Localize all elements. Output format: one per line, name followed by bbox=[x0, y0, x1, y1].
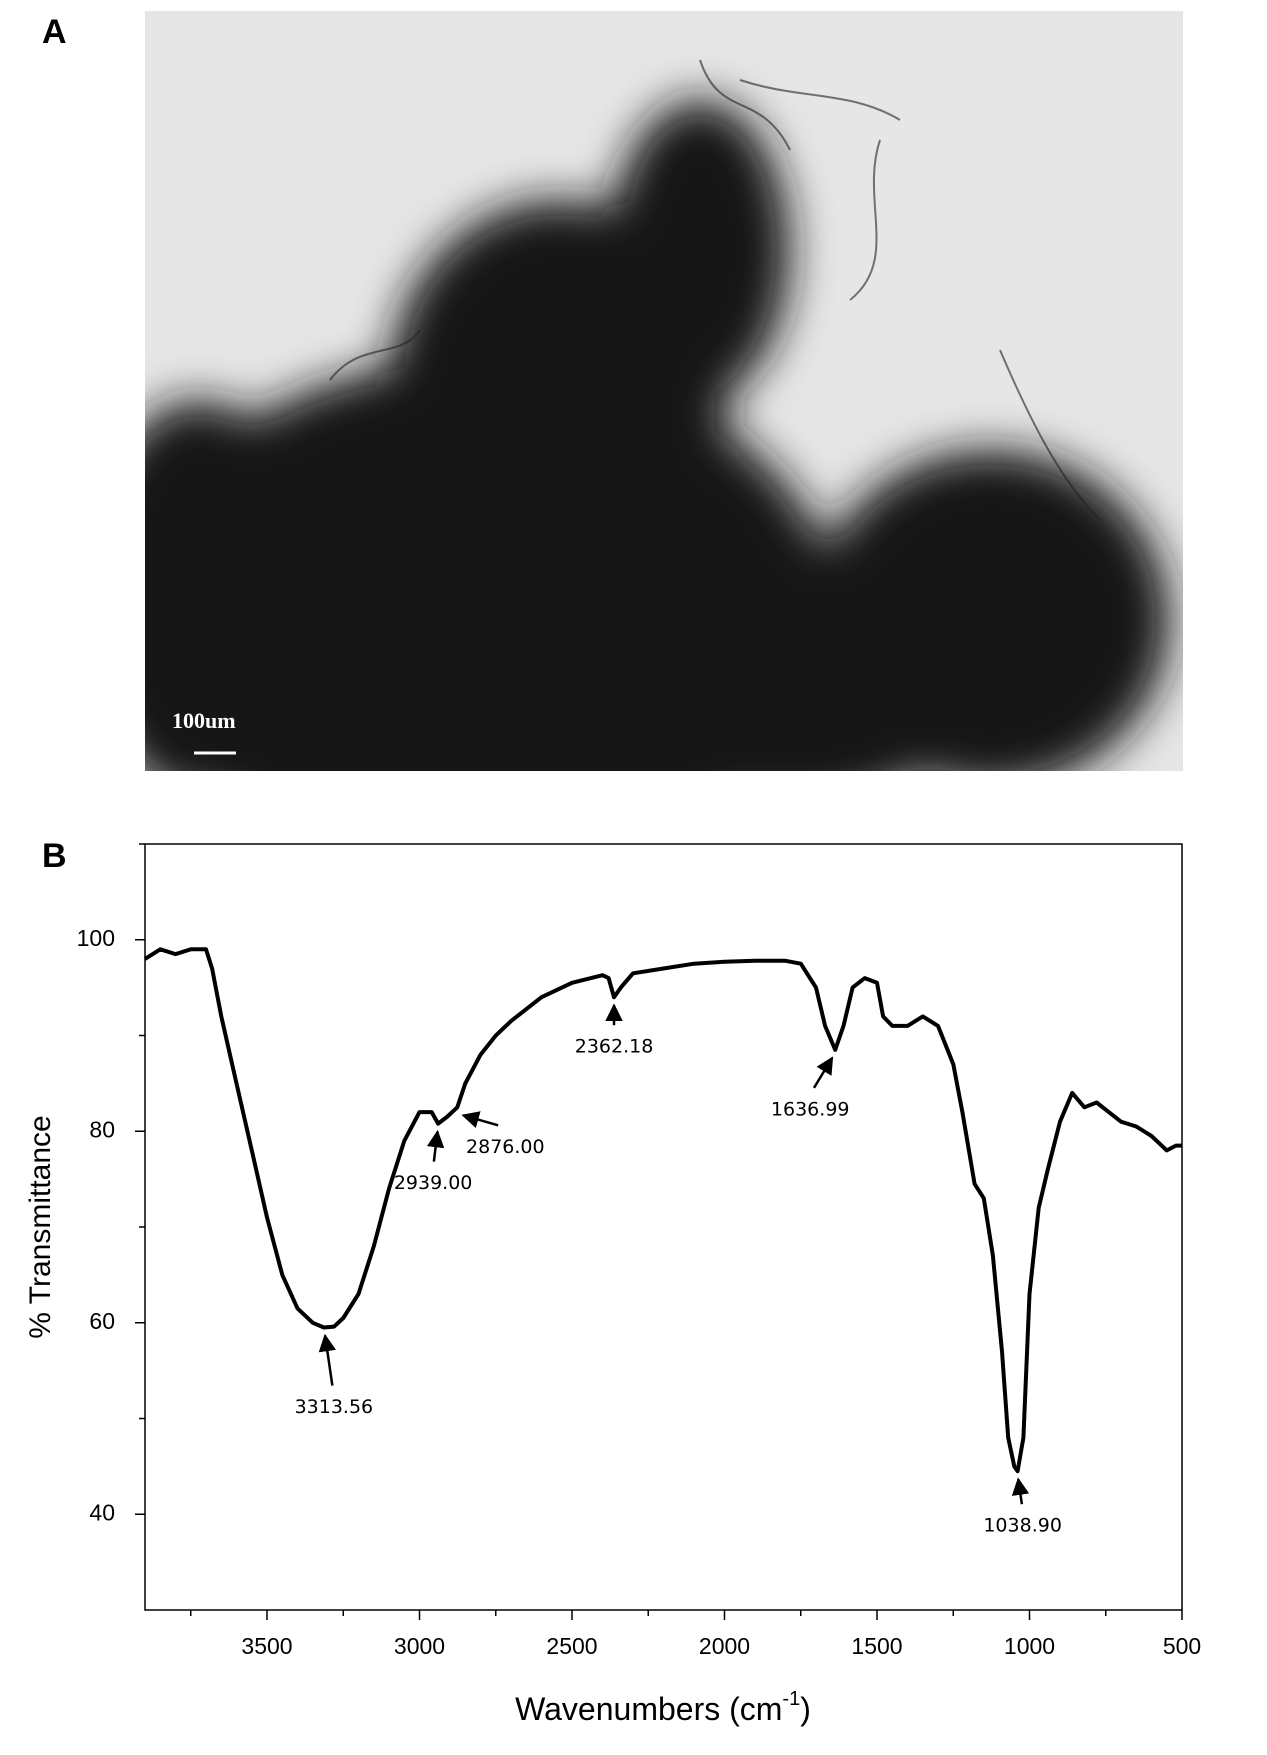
annotation-arrow bbox=[461, 1111, 499, 1129]
annotation-arrow bbox=[426, 1129, 445, 1162]
x-tick-label: 1000 bbox=[1004, 1633, 1055, 1659]
x-tick-label: 3500 bbox=[241, 1633, 292, 1659]
micrograph: 100um bbox=[145, 11, 1183, 771]
annotation-arrow bbox=[812, 1056, 834, 1089]
panel-label: B bbox=[42, 837, 67, 875]
annotation-label: 2876.00 bbox=[466, 1136, 545, 1158]
x-tick-label: 3000 bbox=[394, 1633, 445, 1659]
annotation-label: 1636.99 bbox=[771, 1098, 850, 1120]
x-axis-label-part: ) bbox=[800, 1691, 811, 1727]
annotation-arrow bbox=[1011, 1477, 1030, 1505]
spectrum-line bbox=[143, 947, 1182, 1474]
y-tick-label: 100 bbox=[77, 925, 115, 951]
annotation-arrow bbox=[318, 1333, 336, 1386]
y-axis-label: % Transmittance bbox=[24, 1115, 57, 1338]
x-axis-label-part: Wavenumbers (cm bbox=[515, 1691, 782, 1727]
x-tick-label: 1500 bbox=[851, 1633, 902, 1659]
annotation-label: 2362.18 bbox=[575, 1036, 654, 1058]
y-tick-label: 80 bbox=[89, 1116, 115, 1142]
x-axis-label-sup: -1 bbox=[782, 1688, 800, 1710]
x-axis-label: Wavenumbers (cm-1) bbox=[515, 1688, 811, 1727]
panel-label: A bbox=[42, 13, 67, 51]
x-tick-label: 2500 bbox=[546, 1633, 597, 1659]
annotation-label: 1038.90 bbox=[983, 1515, 1062, 1537]
x-tick-label: 2000 bbox=[699, 1633, 750, 1659]
scale-bar-label: 100um bbox=[172, 708, 236, 733]
y-tick-label: 60 bbox=[89, 1308, 115, 1334]
y-tick-label: 40 bbox=[89, 1499, 115, 1525]
annotation-label: 2939.00 bbox=[394, 1172, 473, 1194]
plot-frame bbox=[144, 843, 1183, 1611]
annotation-label: 3313.56 bbox=[295, 1396, 374, 1418]
x-tick-label: 500 bbox=[1163, 1633, 1201, 1659]
